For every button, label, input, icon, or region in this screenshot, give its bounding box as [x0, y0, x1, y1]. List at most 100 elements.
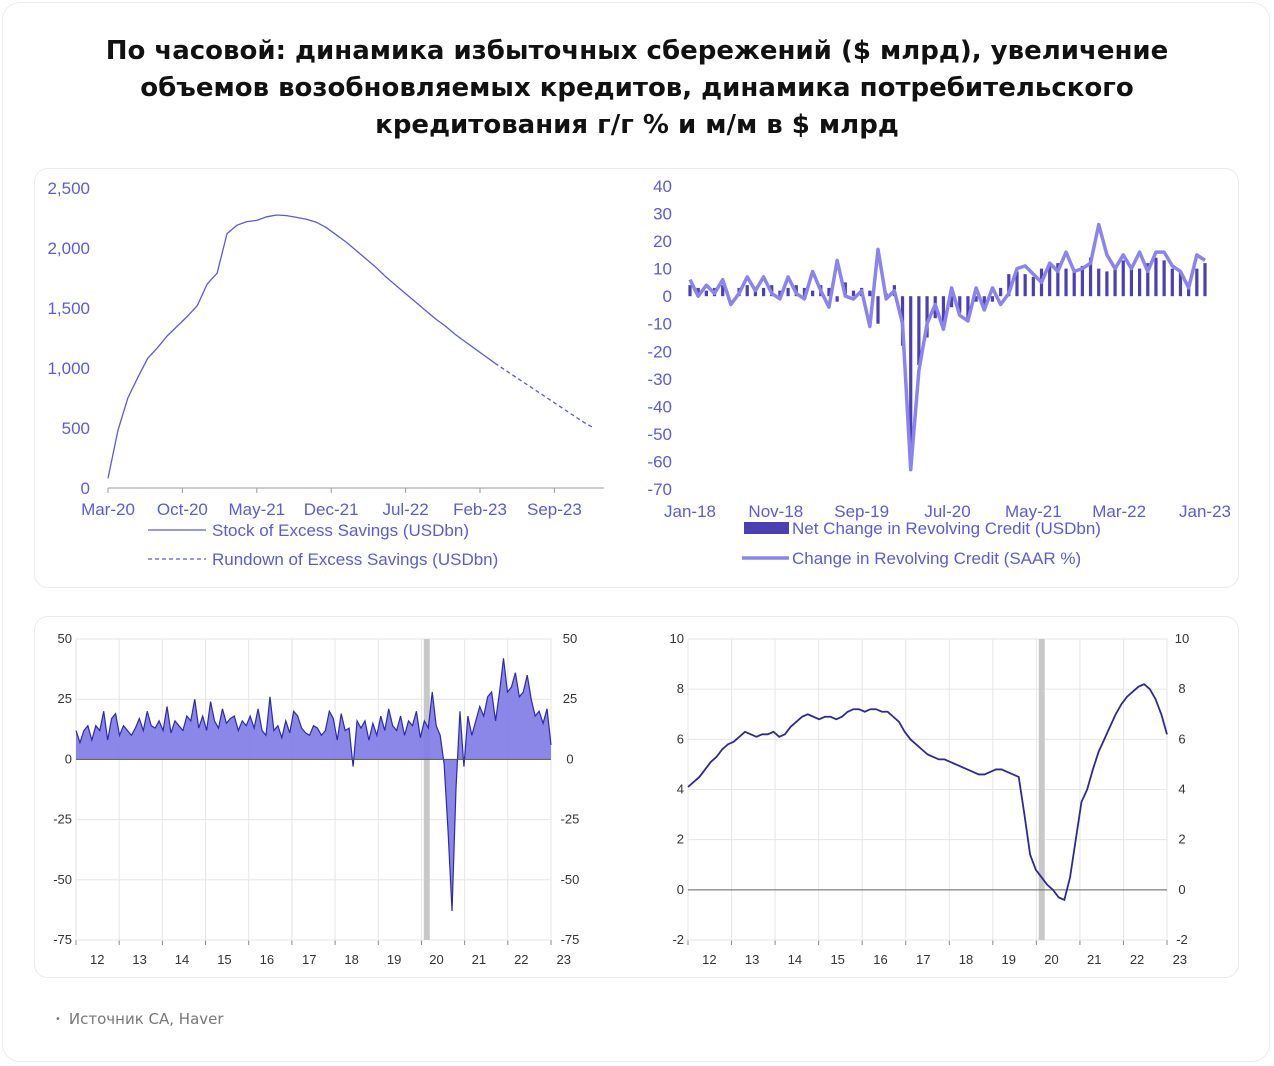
net-change-bar: [1023, 274, 1027, 297]
x-tick-label: Jan-23: [1179, 502, 1230, 521]
x-tick-label: 23: [556, 952, 570, 967]
x-tick-label: 21: [472, 952, 486, 967]
stock-savings-line: [107, 214, 496, 479]
net-change-bar: [999, 287, 1003, 297]
y-tick-label-left: 25: [58, 691, 72, 706]
net-change-bar: [851, 290, 856, 297]
x-tick-label: Sep-23: [527, 500, 582, 519]
y-tick-label-left: 6: [677, 731, 684, 746]
x-tick-label: 18: [959, 952, 973, 967]
net-change-bar: [753, 290, 757, 297]
net-change-bar: [909, 296, 913, 467]
y-tick-label-left: 0: [677, 882, 684, 897]
legend-label-rundown: Rundown of Excess Savings (USDbn): [212, 550, 498, 569]
x-tick-label: 19: [387, 952, 401, 967]
credit-yy-line: [687, 683, 1168, 902]
net-change-bar: [925, 296, 929, 338]
y-tick-label: 10: [653, 260, 672, 279]
net-change-bar: [745, 285, 749, 297]
y-tick-label-left: -50: [53, 872, 72, 887]
saar-change-line: [688, 222, 1206, 472]
y-tick-label-right: 0: [1178, 882, 1185, 897]
x-tick-label: May-21: [1005, 502, 1062, 521]
net-change-bar: [1138, 268, 1142, 297]
x-tick-label: 20: [429, 952, 443, 967]
y-tick-label-left: -2: [672, 932, 684, 947]
net-change-bar: [1170, 268, 1174, 297]
net-change-bar: [827, 287, 831, 297]
y-tick-label-left: 8: [677, 681, 684, 696]
y-tick-label: 30: [653, 205, 672, 224]
net-change-bar: [1031, 276, 1035, 297]
x-tick-label: 13: [132, 952, 146, 967]
net-change-bar: [786, 287, 790, 297]
x-tick-label: 22: [514, 952, 528, 967]
net-change-bar: [1129, 265, 1134, 297]
net-change-bar: [876, 296, 880, 324]
x-tick-label: 22: [1130, 952, 1144, 967]
x-tick-label: 12: [90, 952, 104, 967]
y-tick-label: 0: [663, 287, 672, 306]
net-change-bar: [1146, 263, 1150, 297]
x-tick-label: 19: [1002, 952, 1016, 967]
x-tick-label: 14: [175, 952, 189, 967]
net-change-bar: [1072, 271, 1076, 297]
net-change-bar: [1121, 260, 1125, 297]
y-tick-label-left: -25: [53, 812, 72, 827]
y-tick-label-left: -75: [53, 932, 72, 947]
legend-label-stock: Stock of Excess Savings (USDbn): [212, 521, 469, 540]
y-tick-label-right: 6: [1178, 731, 1185, 746]
x-tick-label: Oct-20: [157, 500, 208, 519]
legend-label-net-change: Net Change in Revolving Credit (USDbn): [792, 519, 1101, 538]
y-tick-label: -30: [647, 370, 672, 389]
y-tick-label: 0: [81, 479, 90, 498]
net-change-bar: [949, 296, 954, 308]
bottom-charts-panel: [34, 616, 1239, 978]
x-tick-label: 17: [916, 952, 930, 967]
net-change-bar: [1007, 274, 1011, 297]
y-tick-label: 1,500: [47, 299, 90, 318]
y-tick-label-left: 50: [58, 631, 72, 646]
consumer-credit-yy-chart: 10 108 86 64 42 20 0-2 -212 13 14 15 16 17 18 19 20 21 22…: [670, 631, 1190, 967]
net-change-bar: [958, 296, 962, 313]
y-tick-label-right: 0: [566, 751, 573, 766]
net-change-bar: [802, 287, 807, 297]
x-tick-label: 16: [873, 952, 887, 967]
y-tick-label: 1,000: [47, 359, 90, 378]
excess-savings-chart: 0 500 1,000 1,500 2,000 2,500 Mar-20 Oct-20 May-…: [47, 179, 604, 569]
x-tick-label: 15: [830, 952, 844, 967]
y-tick-label-right: -50: [561, 872, 580, 887]
credit-area-fill: [76, 658, 551, 912]
y-tick-label-right: 4: [1178, 782, 1185, 797]
net-change-bar: [1056, 263, 1060, 297]
top-charts-panel: [34, 168, 1239, 588]
net-change-bar: [696, 287, 700, 297]
y-tick-label-right: 10: [1175, 631, 1189, 646]
x-tick-label: 17: [302, 952, 316, 967]
x-tick-label: Mar-20: [81, 500, 135, 519]
net-change-bar: [1113, 265, 1117, 297]
x-tick-label: 21: [1087, 952, 1101, 967]
net-change-bar: [1064, 268, 1068, 297]
net-change-bar: [688, 285, 692, 297]
x-tick-label: 14: [788, 952, 802, 967]
net-change-bar: [1203, 263, 1207, 297]
net-change-bar: [811, 290, 815, 297]
y-tick-label: 500: [62, 419, 90, 438]
x-tick-label: Dec-21: [304, 500, 359, 519]
net-change-bar: [966, 296, 970, 319]
x-tick-label: 20: [1044, 952, 1058, 967]
net-change-bar: [1080, 265, 1084, 297]
y-tick-label-right: -2: [1176, 932, 1188, 947]
x-tick-label: 15: [217, 952, 231, 967]
y-tick-label: -40: [647, 397, 672, 416]
net-change-bar: [1162, 260, 1166, 297]
page-title: По часовой: динамика избыточных сбережен…: [105, 36, 1169, 140]
net-change-bar: [1088, 257, 1093, 297]
y-tick-label-right: -75: [561, 932, 580, 947]
y-tick-label: 40: [653, 177, 672, 196]
net-change-bar: [1195, 268, 1199, 297]
y-tick-label: -20: [647, 342, 672, 361]
rundown-savings-line: [494, 362, 595, 429]
x-tick-label: Jul-20: [924, 502, 970, 521]
